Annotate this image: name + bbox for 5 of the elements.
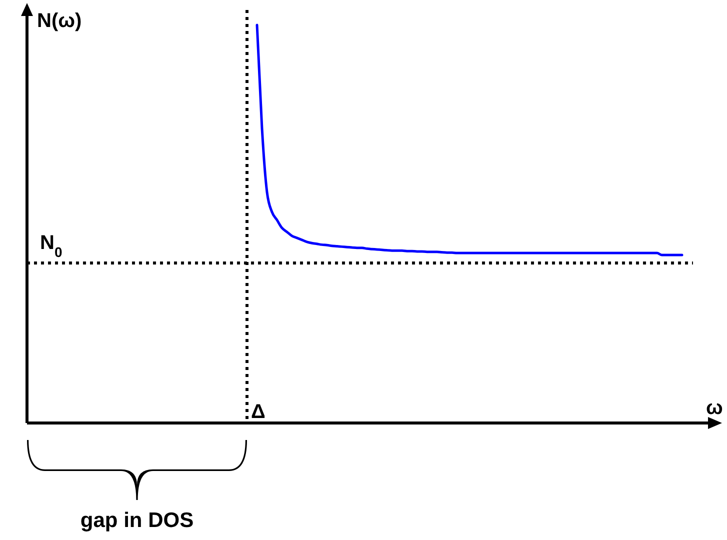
ref-line-label: N$_{0}$ <box>40 232 62 260</box>
y-axis-title: N(ω) <box>37 10 82 32</box>
annotation: Δ <box>251 401 266 423</box>
text: gap in DOS <box>80 509 194 532</box>
x-axis-title: ω <box>706 397 723 419</box>
